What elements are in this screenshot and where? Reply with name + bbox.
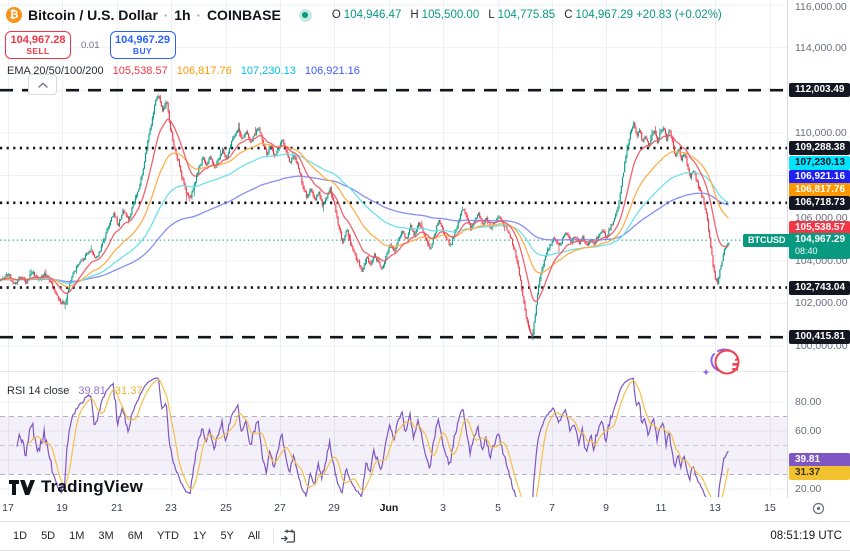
range-button-1M[interactable]: 1M [69, 530, 85, 542]
range-button-1D[interactable]: 1D [13, 530, 28, 542]
price-level-label: 112,003.49 [789, 83, 850, 98]
rsi-tick-label: 60.00 [795, 425, 822, 437]
price-tick-label: 102,000.00 [795, 297, 848, 310]
time-axis-label: 15 [764, 502, 776, 514]
ema200-value: 106,921.16 [304, 65, 360, 77]
buy-button[interactable]: 104,967.29 BUY [109, 31, 176, 59]
price-chart-canvas[interactable] [0, 0, 787, 498]
ema-legend[interactable]: EMA 20/50/100/200 105,538.57 106,817.76 … [7, 65, 360, 77]
ema20-value: 105,538.57 [112, 65, 168, 77]
open-label: O [331, 9, 341, 21]
current-price-label[interactable]: 104,967.29 08:40 [789, 233, 850, 260]
range-button-YTD[interactable]: YTD [156, 530, 179, 542]
low-label: L [488, 9, 495, 21]
exchange-label[interactable]: COINBASE [206, 7, 281, 23]
price-level-label: 107,230.13 [789, 156, 850, 170]
close-label: C [564, 9, 573, 21]
time-axis[interactable]: 17 19 21 23 25 27 29 Jun 3 5 7 9 11 13 15 [0, 498, 850, 521]
range-buttons: 1D 5D 1M 3M 6M YTD 1Y 5Y All [6, 527, 267, 545]
time-axis-label: 27 [274, 502, 286, 514]
range-button-6M[interactable]: 6M [127, 530, 143, 542]
current-price-value: 104,967.29 [795, 234, 846, 246]
time-axis-label: 19 [56, 502, 68, 514]
range-button-1Y[interactable]: 1Y [192, 530, 207, 542]
price-level-label: 106,921.16 [789, 170, 850, 184]
buy-label: BUY [132, 46, 153, 56]
time-axis-label: 3 [440, 502, 446, 514]
price-level-label: 105,538.57 [789, 221, 850, 235]
tradingview-watermark[interactable]: TradingView [8, 477, 143, 497]
range-button-All[interactable]: All [247, 530, 261, 542]
high-label: H [410, 9, 419, 21]
go-to-date-button[interactable] [280, 528, 297, 544]
change-value: +20.83 (+0.02%) [636, 9, 722, 21]
price-tick-label: 114,000.00 [795, 41, 847, 54]
separator: · [196, 7, 201, 23]
rsi-level-label: 39.81 [789, 453, 850, 468]
price-level-label: 109,288.38 [789, 141, 850, 156]
time-axis-label: Jun [379, 502, 399, 514]
trade-panel: 104,967.28 SELL 0.01 104,967.29 BUY [5, 31, 176, 59]
price-tick-label: 116,000.00 [795, 1, 847, 13]
sell-label: SELL [26, 46, 50, 56]
range-button-5D[interactable]: 5D [41, 530, 56, 542]
flag-sticker[interactable] [700, 346, 746, 380]
rsi-tick-label: 20.00 [795, 483, 822, 495]
time-axis-label: 25 [220, 502, 232, 514]
rsi-legend[interactable]: RSI 14 close 39.81 31.37 [7, 385, 142, 397]
symbol-header: ₿ Bitcoin / U.S. Dollar · 1h · COINBASE … [6, 6, 722, 24]
close-value: 104,967.29 [575, 9, 634, 21]
price-level-label: 106,718.73 [789, 195, 850, 210]
bottom-toolbar: 1D 5D 1M 3M 6M YTD 1Y 5Y All 08:51:19 UTC [0, 521, 850, 551]
rsi-ma-value: 31.37 [114, 385, 143, 397]
tradingview-logo-icon [9, 479, 35, 495]
rsi-level-label: 31.37 [789, 465, 850, 480]
rsi-value: 39.81 [78, 385, 106, 397]
range-button-5Y[interactable]: 5Y [220, 530, 234, 542]
time-axis-label: 23 [165, 502, 177, 514]
rsi-legend-label: RSI 14 close [7, 385, 70, 397]
open-value: 104,946.47 [343, 9, 402, 21]
buy-price: 104,967.29 [114, 34, 171, 46]
symbol-price-badge[interactable]: BTCUSD [743, 233, 791, 247]
sell-button[interactable]: 104,967.28 SELL [5, 31, 71, 59]
bitcoin-icon: ₿ [6, 7, 22, 23]
price-level-label: 102,743.04 [789, 280, 850, 295]
utc-clock[interactable]: 08:51:19 UTC [770, 530, 842, 542]
price-level-label: 100,415.81 [789, 330, 850, 345]
pane-divider[interactable] [0, 371, 787, 372]
range-button-3M[interactable]: 3M [98, 530, 114, 542]
ohlc-values: O 104,946.47 H 105,500.00 L 104,775.85 C… [326, 9, 722, 21]
ema50-value: 106,817.76 [176, 65, 232, 77]
time-axis-label: 17 [2, 502, 14, 514]
time-axis-label: 9 [603, 502, 609, 514]
toolbar-divider [273, 528, 275, 544]
symbol-title[interactable]: Bitcoin / U.S. Dollar [28, 7, 158, 23]
timezone-settings-icon[interactable] [812, 502, 825, 520]
time-axis-label: 21 [111, 502, 123, 514]
rsi-tick-label: 80.00 [795, 396, 822, 408]
separator: · [163, 7, 169, 23]
calendar-arrow-icon [280, 529, 296, 543]
time-axis-label: 13 [709, 502, 721, 514]
time-axis-label: 11 [655, 502, 667, 514]
low-value: 104,775.85 [497, 9, 556, 21]
price-axis[interactable]: 116,000.00 114,000.00 110,000.00 106,000.00… [787, 0, 850, 498]
ema100-value: 107,230.13 [240, 65, 296, 77]
price-tick-label: 110,000.00 [795, 126, 847, 139]
market-status-icon[interactable] [298, 8, 312, 22]
interval-label[interactable]: 1h [174, 7, 191, 23]
high-value: 105,500.00 [421, 9, 480, 21]
time-axis-label: 7 [549, 502, 555, 514]
time-axis-label: 29 [328, 502, 340, 514]
time-axis-label: 5 [495, 502, 501, 514]
price-level-label: 106,817.76 [789, 183, 850, 197]
sell-price: 104,967.28 [10, 34, 66, 46]
collapse-pane-button[interactable] [28, 74, 57, 95]
spread-value: 0.01 [81, 39, 100, 51]
bar-countdown: 08:40 [795, 246, 818, 257]
chevron-up-icon [37, 81, 48, 88]
watermark-text: TradingView [41, 477, 144, 496]
